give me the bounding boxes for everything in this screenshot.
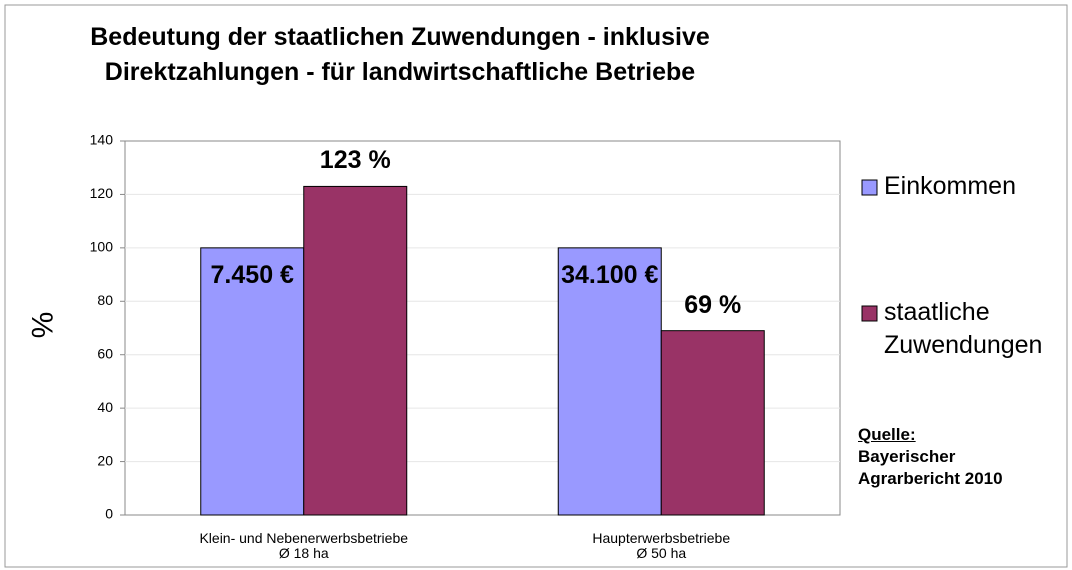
source: Quelle: Bayerischer Agrarbericht 2010 xyxy=(858,424,1048,490)
bar xyxy=(303,185,408,516)
legend-swatch xyxy=(861,305,878,322)
bar-annotation: 7.450 € xyxy=(210,260,294,289)
x-tick-label: Haupterwerbsbetriebe Ø 50 ha xyxy=(592,530,731,561)
chart-title: Bedeutung der staatlichen Zuwendungen - … xyxy=(90,23,710,86)
x-tick-label: Klein- und Nebenerwerbsbetriebe Ø 18 ha xyxy=(199,530,409,561)
y-tick-label: 140 xyxy=(90,132,114,148)
bar-annotation: 34.100 € xyxy=(561,260,659,289)
bar xyxy=(660,330,765,516)
y-tick-label: 120 xyxy=(90,185,114,201)
data-label: 123 % xyxy=(319,146,391,175)
y-tick-label: 100 xyxy=(90,239,114,255)
legend-swatch xyxy=(861,179,878,196)
y-tick-label: 60 xyxy=(97,345,113,361)
y-tick-label: 0 xyxy=(105,506,113,522)
legend-label: Einkommen xyxy=(884,172,1016,200)
source-text: Bayerischer Agrarbericht 2010 xyxy=(858,447,1003,488)
bar xyxy=(200,247,305,516)
source-label: Quelle: xyxy=(858,425,916,444)
y-tick-label: 40 xyxy=(97,399,113,415)
legend-label: staatliche Zuwendungen xyxy=(884,298,1043,359)
y-tick-label: 20 xyxy=(97,452,113,468)
y-tick-label: 80 xyxy=(97,292,113,308)
data-label: 69 % xyxy=(684,290,742,319)
y-axis-label: % xyxy=(26,311,60,339)
